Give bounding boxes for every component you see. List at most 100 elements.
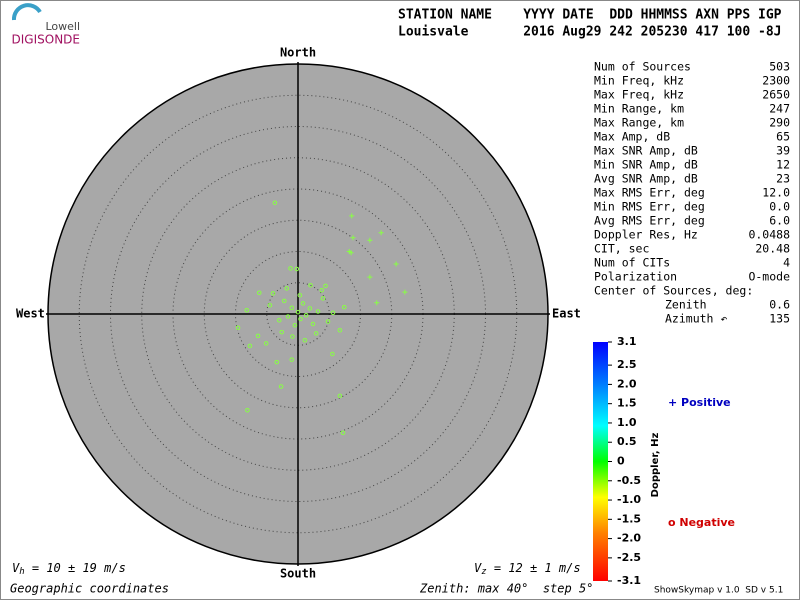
source-negative	[292, 322, 298, 328]
source-negative	[320, 296, 326, 301]
stat-label: Min Range, km	[594, 102, 684, 116]
colorbar-tick-label: 0.5	[617, 435, 637, 448]
compass-label: North	[280, 46, 316, 60]
stat-value: 0.6	[769, 298, 790, 312]
source-negative	[337, 327, 343, 333]
source-negative	[307, 306, 313, 311]
source-negative	[295, 309, 301, 315]
vz: Vz = 12 ± 1 m/s	[474, 561, 581, 577]
stat-value: 0.0	[769, 200, 790, 214]
stat-value: O-mode	[748, 270, 790, 284]
source-negative	[313, 331, 319, 336]
stat-value: 0.0488	[748, 228, 790, 242]
colorbar-tick-label: -3.1	[617, 574, 641, 587]
source-negative	[235, 325, 241, 331]
source-negative	[267, 302, 273, 308]
colorbar-tick-label: 2.0	[617, 377, 637, 390]
vh: Vh = 10 ± 19 m/s	[12, 561, 126, 577]
logo-swoosh	[12, 3, 42, 21]
colorbar-tick-label: 0	[617, 455, 625, 468]
stat-value: 4	[783, 256, 790, 270]
source-negative	[300, 301, 306, 306]
source-negative	[274, 359, 280, 365]
source-negative	[325, 319, 331, 324]
logo-bottom: DIGISONDE	[12, 33, 80, 47]
source-negative	[308, 282, 313, 288]
stat-label: Max RMS Err, deg	[594, 186, 705, 200]
source-positive	[367, 237, 373, 243]
stat-label: Avg RMS Err, deg	[594, 214, 705, 228]
source-negative	[303, 312, 309, 318]
source-negative	[340, 430, 346, 436]
source-negative	[315, 309, 321, 314]
stat-value: 503	[769, 60, 790, 74]
stat-label: Center of Sources, deg:	[594, 284, 753, 298]
source-negative	[256, 290, 262, 296]
colorbar-tick-label: -0.5	[617, 474, 641, 487]
stat-value: 290	[769, 116, 790, 130]
source-positive	[350, 235, 356, 241]
stat-label: Min Freq, kHz	[594, 74, 684, 88]
source-positive	[346, 249, 352, 254]
source-positive	[378, 230, 384, 236]
colorbar-tick-label: 2.5	[617, 358, 637, 371]
compass-label: East	[552, 307, 581, 321]
stat-value: 20.48	[755, 242, 790, 256]
stat-label: Num of Sources	[594, 60, 691, 74]
colorbar-tick-label: -1.0	[617, 493, 641, 506]
stat-value: 23	[776, 172, 790, 186]
legend-negative: o Negative	[668, 516, 735, 529]
source-negative	[263, 341, 269, 346]
source-negative	[330, 351, 335, 357]
stat-value: 65	[776, 130, 790, 144]
source-negative	[288, 266, 293, 271]
source-negative	[285, 314, 291, 319]
source-positive	[349, 213, 355, 219]
stat-label: Max SNR Amp, dB	[594, 144, 698, 158]
source-negative	[319, 287, 325, 293]
source-negative	[276, 317, 282, 323]
zenith-label: Zenith: max 40° step 5°	[419, 582, 593, 596]
source-negative	[244, 307, 250, 313]
stat-label: Max Freq, kHz	[594, 88, 684, 102]
source-negative	[297, 292, 303, 298]
stat-label: CIT, sec	[594, 242, 649, 256]
header-line: STATION NAME YYYY DATE DDD HHMMSS AXN PP…	[398, 8, 782, 23]
stat-label: Doppler Res, Hz	[594, 228, 698, 242]
legend-positive: + Positive	[668, 396, 731, 409]
source-negative	[298, 316, 303, 322]
colorbar	[593, 342, 608, 581]
source-positive	[374, 300, 380, 306]
source-positive	[367, 274, 373, 280]
stat-label: Num of CITs	[594, 256, 670, 270]
stat-label: Avg SNR Amp, dB	[594, 172, 698, 186]
source-negative	[337, 393, 343, 399]
source-negative	[281, 298, 287, 304]
source-negative	[272, 200, 278, 206]
compass-label: South	[280, 567, 316, 581]
stat-value: 2650	[762, 88, 790, 102]
source-negative	[284, 286, 290, 291]
header-line: Louisvale 2016 Aug29 242 205230 417 100 …	[398, 25, 782, 40]
stat-value: 12.0	[762, 186, 790, 200]
stat-value: 247	[769, 102, 790, 116]
source-positive	[402, 289, 408, 295]
logo-top: Lowell	[45, 20, 80, 33]
colorbar-title: Doppler, Hz	[650, 433, 661, 498]
stat-label: Min RMS Err, deg	[594, 200, 705, 214]
source-negative	[270, 291, 276, 296]
stat-label: Max Amp, dB	[594, 130, 670, 144]
stat-label: Polarization	[594, 270, 677, 284]
coords: Geographic coordinates	[10, 582, 169, 596]
colorbar-tick-label: 1.0	[617, 416, 637, 429]
stat-label: Min SNR Amp, dB	[594, 158, 698, 172]
stat-label: Max Range, km	[594, 116, 684, 130]
colorbar-tick-label: -2.0	[617, 532, 641, 545]
source-negative	[289, 357, 295, 362]
source-negative	[290, 334, 295, 339]
version: ShowSkymap v 1.0 SD v 5.1	[654, 586, 783, 596]
source-negative	[255, 333, 261, 339]
source-negative	[294, 266, 300, 272]
colorbar-tick-label: 3.1	[617, 335, 637, 348]
